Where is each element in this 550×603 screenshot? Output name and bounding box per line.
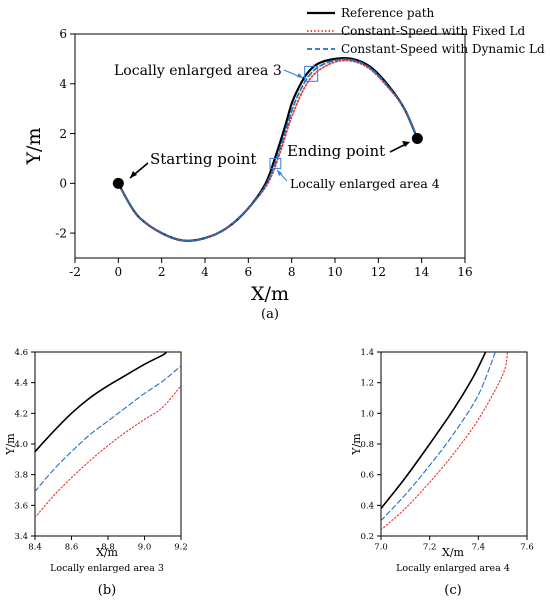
plot-frame bbox=[380, 351, 528, 537]
y-tick-label: 0.6 bbox=[360, 471, 374, 481]
y-tick-label: 4.0 bbox=[14, 440, 28, 450]
panel-label-b: (b) bbox=[98, 583, 116, 598]
x-tick-label: 10 bbox=[327, 265, 342, 279]
annotation-area-3-arrowhead bbox=[297, 73, 303, 78]
x-axis-label: X/m bbox=[442, 546, 465, 559]
start-point-marker bbox=[112, 177, 124, 189]
y-tick-label: 4.4 bbox=[14, 379, 28, 389]
y-tick-label: 1.0 bbox=[360, 409, 374, 419]
x-tick-label: 8.4 bbox=[28, 543, 42, 553]
y-tick-label: 3.8 bbox=[14, 471, 28, 481]
x-tick-label: 4 bbox=[201, 265, 209, 279]
y-axis-label: Y/m bbox=[23, 128, 45, 166]
y-tick-label: 3.4 bbox=[14, 532, 28, 542]
end-point-marker bbox=[411, 133, 423, 145]
x-tick-label: 8.8 bbox=[101, 543, 115, 553]
series-group bbox=[381, 352, 509, 531]
y-tick-label: 0 bbox=[59, 177, 67, 191]
end-point-label: Ending point bbox=[287, 142, 385, 160]
x-tick-label: 8.6 bbox=[65, 543, 79, 553]
panel-b: 8.4 8.6 8.8 9.0 9.2 3.4 3.6 3.8 4.0 4.2 4.4 4.6 X/m Y… bbox=[4, 348, 188, 598]
y-tick-label: 0.8 bbox=[360, 440, 374, 450]
panel-c: 7.0 7.2 7.4 7.6 0.2 0.4 0.6 0.8 1.0 1.2 1.4 X/m Y/m L… bbox=[350, 348, 534, 598]
x-tick-label: 7.6 bbox=[520, 543, 534, 553]
series-line-fixed-ld bbox=[35, 385, 181, 519]
y-axis-label: Y/m bbox=[350, 433, 363, 456]
x-tick-label: 9.2 bbox=[174, 543, 188, 553]
y-tick-label: 6 bbox=[59, 27, 67, 41]
panel-label-a: (a) bbox=[261, 307, 279, 322]
annotation-area-3-label: Locally enlarged area 3 bbox=[114, 63, 282, 79]
y-tick-label: 1.2 bbox=[360, 379, 374, 389]
series-line-dynamic-ld bbox=[381, 352, 496, 522]
panel-caption: Locally enlarged area 4 bbox=[396, 563, 510, 574]
x-tick-label: 14 bbox=[414, 265, 430, 279]
annotation-area-4-arrowhead bbox=[277, 170, 282, 176]
y-tick-label: 0.2 bbox=[360, 532, 374, 542]
series-line-fixed-ld bbox=[117, 59, 419, 242]
series-group bbox=[35, 352, 181, 519]
x-tick-label: 7.2 bbox=[423, 543, 437, 553]
x-tick-label: 6 bbox=[245, 265, 253, 279]
x-tick-label: 0 bbox=[115, 265, 123, 279]
x-tick-label: 7.0 bbox=[374, 543, 388, 553]
legend-entry-label: Reference path bbox=[341, 6, 435, 20]
series-line-fixed-ld bbox=[381, 352, 509, 531]
start-point-arrowhead bbox=[130, 171, 137, 178]
x-tick-label: 16 bbox=[457, 265, 472, 279]
y-tick-label: 0.4 bbox=[360, 501, 374, 511]
y-tick-label: 1.4 bbox=[360, 348, 374, 358]
panel-a: -2 0 2 4 6 8 10 12 14 16 -2 0 2 4 6 X/m Y/m Locally enlar… bbox=[23, 6, 545, 322]
x-tick-label: 2 bbox=[158, 265, 166, 279]
end-point-arrowhead bbox=[402, 141, 410, 147]
x-tick-label: 8 bbox=[288, 265, 296, 279]
panel-label-c: (c) bbox=[444, 583, 461, 598]
plot-frame bbox=[74, 33, 466, 259]
annotation-area-4-label: Locally enlarged area 4 bbox=[290, 176, 440, 191]
y-tick-label: 4.2 bbox=[14, 409, 28, 419]
series-group bbox=[117, 57, 419, 242]
x-axis-label: X/m bbox=[251, 283, 289, 305]
series-line-dynamic-ld bbox=[35, 365, 181, 493]
x-tick-label: 7.4 bbox=[472, 543, 486, 553]
y-tick-label: 4.6 bbox=[14, 348, 28, 358]
series-line-dynamic-ld bbox=[117, 58, 419, 242]
x-tick-label: 12 bbox=[371, 265, 386, 279]
legend-entry-label: Constant-Speed with Dynamic Ld bbox=[341, 42, 545, 56]
x-tick-label: -2 bbox=[69, 265, 81, 279]
x-axis-label: X/m bbox=[96, 546, 119, 559]
zoom-box-area-3 bbox=[304, 65, 319, 82]
y-tick-label: 2 bbox=[59, 127, 67, 141]
y-tick-label: -2 bbox=[55, 226, 67, 240]
x-tick-label: 9.0 bbox=[138, 543, 152, 553]
series-line-reference bbox=[35, 352, 168, 453]
y-tick-label: 4 bbox=[59, 77, 67, 91]
plot-frame bbox=[34, 351, 182, 537]
y-tick-label: 3.6 bbox=[14, 501, 28, 511]
legend-entry-label: Constant-Speed with Fixed Ld bbox=[341, 24, 525, 38]
series-line-reference bbox=[381, 352, 487, 510]
zoom-box-area-4 bbox=[269, 157, 282, 169]
y-axis-label: Y/m bbox=[4, 433, 17, 456]
start-point-label: Starting point bbox=[150, 150, 256, 168]
panel-caption: Locally enlarged area 3 bbox=[50, 563, 164, 574]
